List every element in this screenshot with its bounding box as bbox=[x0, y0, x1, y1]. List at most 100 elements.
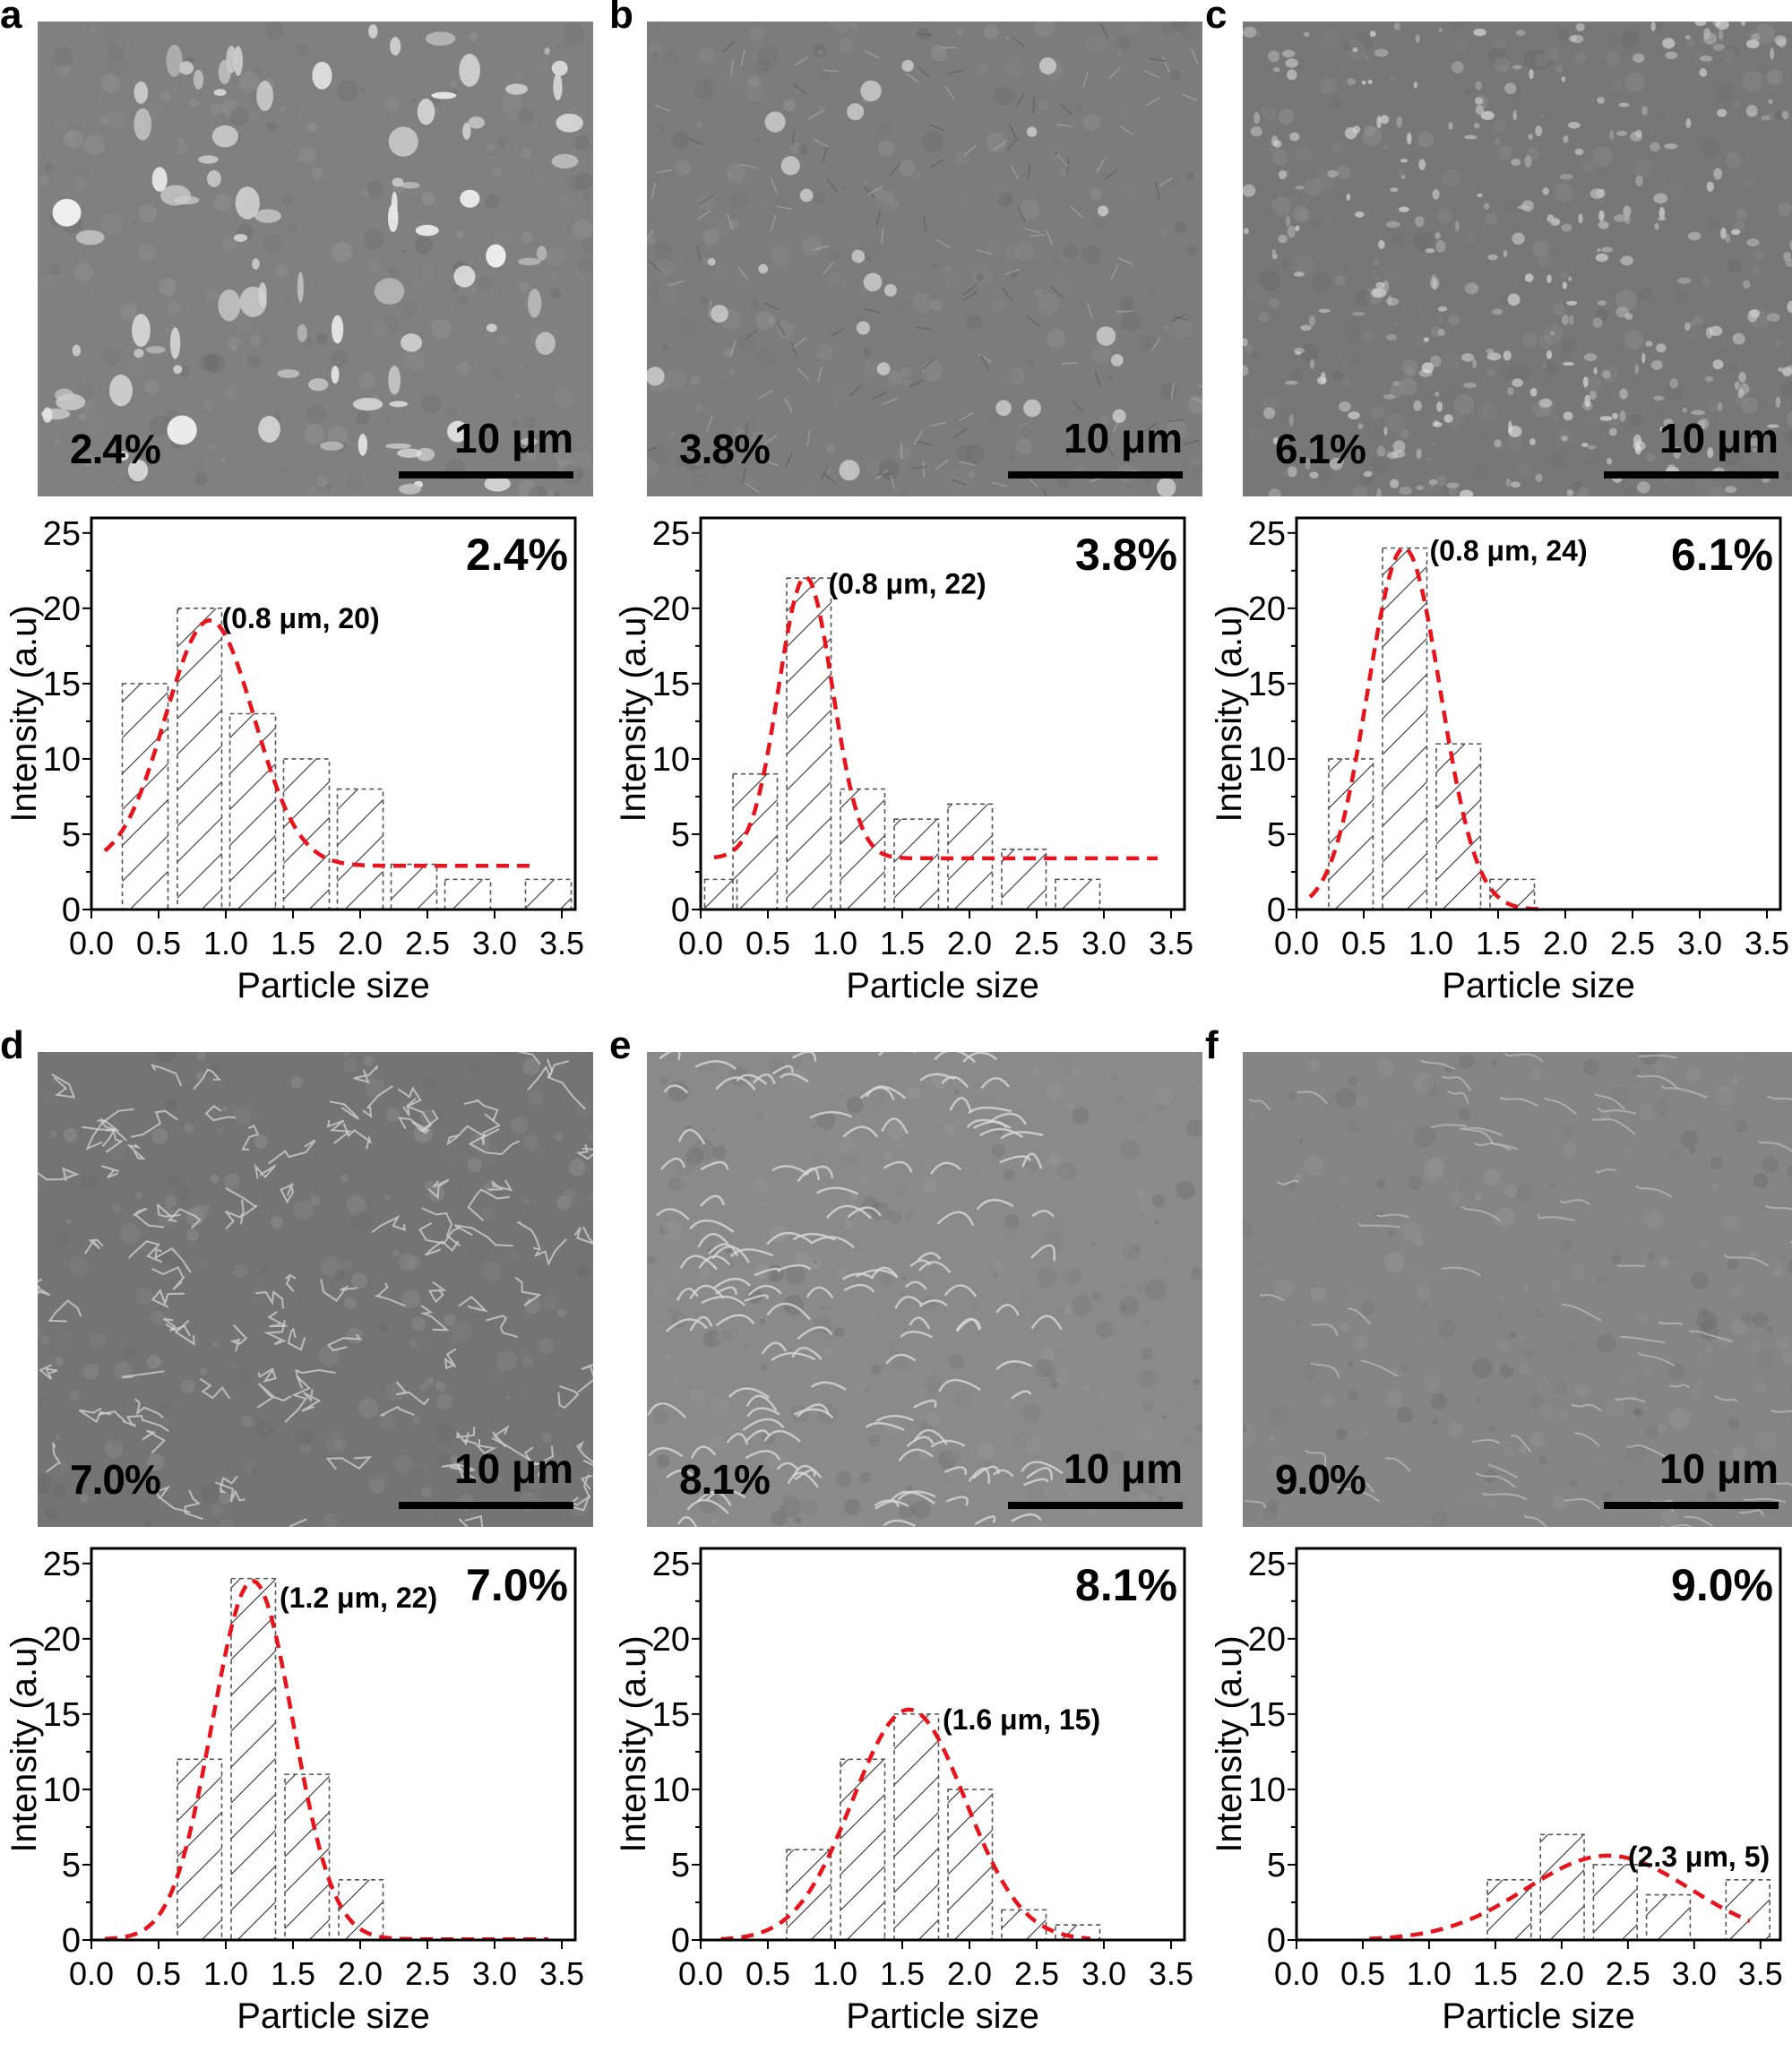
y-tick-label: 5 bbox=[671, 1847, 690, 1884]
y-axis-label: Intensity (a.u) bbox=[1210, 1635, 1249, 1852]
y-tick-label: 0 bbox=[1267, 1922, 1286, 1960]
y-tick-label: 20 bbox=[43, 1621, 81, 1659]
histogram-bar bbox=[1055, 879, 1100, 910]
y-axis-label: Intensity (a.u) bbox=[4, 605, 44, 822]
panel-letter: c bbox=[1205, 0, 1227, 38]
x-tick-label: 1.0 bbox=[1407, 1955, 1452, 1992]
sem-image: 6.1%10 μm bbox=[1243, 22, 1792, 496]
x-tick-label: 3.5 bbox=[1738, 1955, 1783, 1992]
x-tick-label: 1.0 bbox=[203, 1955, 248, 1992]
x-axis-label: Particle size bbox=[1442, 966, 1635, 1005]
histogram-bar bbox=[1593, 1865, 1637, 1940]
x-tick-label: 2.5 bbox=[1610, 925, 1655, 961]
y-axis: 0 5 10 15 20 25 bbox=[1248, 1546, 1297, 1960]
chart-concentration-label: 8.1% bbox=[1075, 1560, 1177, 1610]
x-tick-label: 1.5 bbox=[271, 925, 315, 961]
y-tick-label: 0 bbox=[1267, 892, 1286, 929]
y-tick-label: 25 bbox=[1248, 1546, 1286, 1583]
histogram-bar bbox=[787, 1849, 831, 1940]
y-tick-label: 5 bbox=[1267, 816, 1286, 854]
gaussian-fit-curve bbox=[714, 577, 1158, 858]
x-tick-label: 2.0 bbox=[338, 925, 383, 961]
histogram-bar bbox=[338, 789, 383, 910]
scale-bar bbox=[1008, 471, 1183, 479]
histogram-bar bbox=[1726, 1880, 1770, 1940]
histogram-bars bbox=[787, 1714, 1100, 1940]
x-axis-label: Particle size bbox=[846, 966, 1039, 1005]
panel-letter: a bbox=[0, 0, 22, 38]
sem-image: 8.1%10 μm bbox=[647, 1052, 1202, 1527]
x-tick-label: 0.0 bbox=[1274, 925, 1319, 961]
histogram-bar bbox=[231, 1579, 276, 1940]
scale-bar-label: 10 μm bbox=[454, 414, 573, 462]
peak-annotation: (0.8 μm, 24) bbox=[1430, 534, 1588, 566]
panel-letter: e bbox=[609, 1023, 631, 1068]
sem-image: 3.8%10 μm bbox=[647, 22, 1202, 496]
histogram-bar bbox=[705, 879, 737, 910]
y-tick-label: 5 bbox=[62, 1847, 81, 1884]
y-tick-label: 25 bbox=[652, 1546, 690, 1583]
x-tick-label: 0.5 bbox=[1340, 1955, 1385, 1992]
x-tick-label: 2.5 bbox=[1014, 1955, 1059, 1992]
y-tick-label: 25 bbox=[652, 515, 690, 553]
x-tick-label: 1.0 bbox=[203, 925, 248, 961]
y-tick-label: 5 bbox=[1267, 1847, 1286, 1884]
x-tick-label: 2.5 bbox=[405, 925, 450, 961]
y-tick-label: 10 bbox=[652, 741, 690, 779]
y-tick-label: 20 bbox=[1248, 1621, 1286, 1659]
panel-letter: b bbox=[609, 0, 633, 38]
chart-concentration-label: 6.1% bbox=[1671, 530, 1773, 580]
sem-concentration-label: 9.0% bbox=[1275, 1455, 1366, 1504]
y-tick-label: 5 bbox=[671, 816, 690, 854]
scale-bar-label: 10 μm bbox=[1064, 414, 1183, 462]
x-tick-label: 2.0 bbox=[947, 1955, 992, 1992]
histogram-bar bbox=[787, 578, 831, 910]
x-tick-label: 1.0 bbox=[813, 925, 857, 961]
y-axis-label: Intensity (a.u) bbox=[1210, 605, 1249, 822]
y-tick-label: 10 bbox=[43, 1772, 81, 1809]
y-tick-label: 10 bbox=[652, 1772, 690, 1809]
x-tick-label: 1.0 bbox=[813, 1955, 857, 1992]
peak-annotation: (0.8 μm, 22) bbox=[829, 567, 986, 599]
y-tick-label: 15 bbox=[1248, 1696, 1286, 1734]
peak-annotation: (0.8 μm, 20) bbox=[222, 602, 380, 634]
y-tick-label: 5 bbox=[62, 816, 81, 854]
chart-concentration-label: 7.0% bbox=[466, 1560, 568, 1610]
x-tick-label: 1.5 bbox=[880, 925, 925, 961]
x-tick-label: 3.0 bbox=[1672, 1955, 1717, 1992]
x-tick-label: 2.0 bbox=[947, 925, 992, 961]
y-tick-label: 10 bbox=[1248, 1772, 1286, 1809]
sem-image: 7.0%10 μm bbox=[38, 1052, 593, 1527]
y-tick-label: 0 bbox=[671, 1922, 690, 1960]
peak-annotation: (1.6 μm, 15) bbox=[943, 1703, 1100, 1736]
x-tick-label: 2.0 bbox=[338, 1955, 383, 1992]
histogram-bar bbox=[1002, 1910, 1047, 1940]
y-axis-label: Intensity (a.u) bbox=[4, 1635, 44, 1852]
x-tick-label: 2.0 bbox=[1539, 1955, 1584, 1992]
x-tick-label: 0.5 bbox=[745, 925, 790, 961]
y-tick-label: 15 bbox=[652, 1696, 690, 1734]
x-tick-label: 2.5 bbox=[1606, 1955, 1650, 1992]
y-tick-label: 0 bbox=[62, 1922, 81, 1960]
x-tick-label: 1.0 bbox=[1409, 925, 1453, 961]
histogram-bar bbox=[1436, 744, 1481, 910]
histogram-bar bbox=[392, 865, 437, 910]
histogram-bar bbox=[1383, 548, 1427, 910]
